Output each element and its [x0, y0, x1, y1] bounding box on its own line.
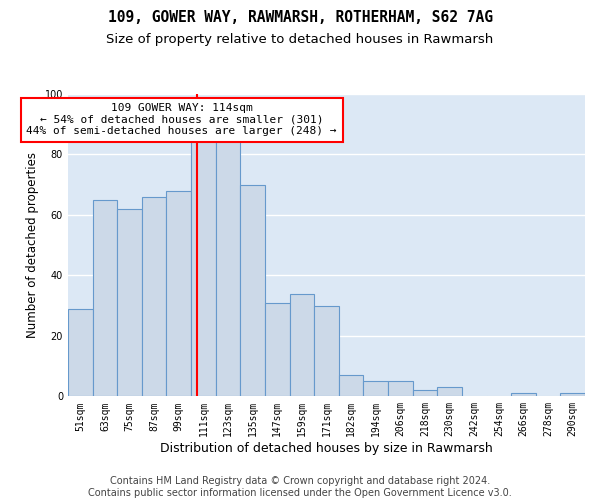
Bar — [339, 375, 364, 396]
Bar — [215, 140, 240, 396]
Bar — [92, 200, 117, 396]
X-axis label: Distribution of detached houses by size in Rawmarsh: Distribution of detached houses by size … — [160, 442, 493, 455]
Bar — [314, 306, 339, 396]
Bar — [511, 394, 536, 396]
Bar — [388, 381, 413, 396]
Bar — [166, 190, 191, 396]
Bar — [240, 184, 265, 396]
Text: Size of property relative to detached houses in Rawmarsh: Size of property relative to detached ho… — [106, 32, 494, 46]
Bar — [437, 388, 462, 396]
Bar — [560, 394, 585, 396]
Bar — [265, 302, 290, 396]
Text: 109, GOWER WAY, RAWMARSH, ROTHERHAM, S62 7AG: 109, GOWER WAY, RAWMARSH, ROTHERHAM, S62… — [107, 10, 493, 25]
Text: 109 GOWER WAY: 114sqm
← 54% of detached houses are smaller (301)
44% of semi-det: 109 GOWER WAY: 114sqm ← 54% of detached … — [26, 103, 337, 136]
Bar — [290, 294, 314, 397]
Text: Contains HM Land Registry data © Crown copyright and database right 2024.
Contai: Contains HM Land Registry data © Crown c… — [88, 476, 512, 498]
Bar — [142, 197, 166, 396]
Bar — [413, 390, 437, 396]
Y-axis label: Number of detached properties: Number of detached properties — [26, 152, 39, 338]
Bar — [117, 209, 142, 396]
Bar — [364, 381, 388, 396]
Bar — [191, 140, 215, 396]
Bar — [68, 308, 92, 396]
